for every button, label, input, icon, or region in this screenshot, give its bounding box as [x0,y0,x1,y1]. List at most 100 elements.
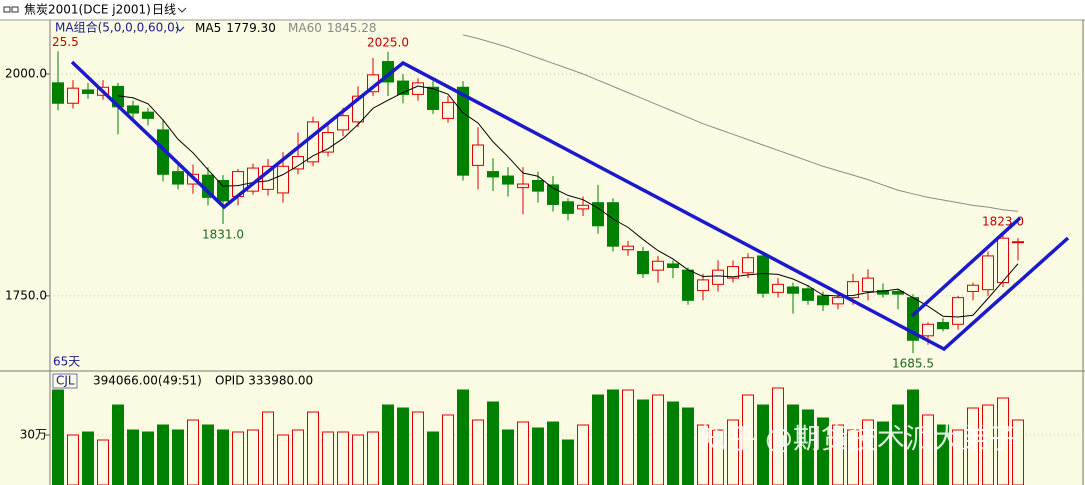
candle-body [607,202,619,247]
volume-bar [277,434,289,485]
legend-reading: 1779.30 [226,21,276,35]
candle-body [517,183,529,189]
volume-bar [82,431,94,485]
toolbar [0,0,1085,20]
candle-body [592,202,604,227]
indicator-dropdown[interactable] [175,26,185,32]
volume-bar [202,424,214,485]
candle-body [847,281,859,299]
volume-bar [952,429,964,485]
volume-bar [487,401,499,485]
volume-reading: OPID 333980.00 [215,374,313,388]
volume-bar [607,389,619,485]
volume-bar [937,424,949,485]
candle-body [757,255,769,294]
candle-body [472,144,484,166]
volume-bar [562,439,574,485]
candle-body [667,263,679,268]
candle-body [742,257,754,274]
candle-body [937,322,949,330]
volume-bar [367,431,379,485]
volume-bar [502,429,514,485]
volume-bar [772,387,784,485]
legend-name: MA5 [195,21,221,35]
legend-entry: MA5 1779.30 [195,21,276,35]
volume-bar [382,404,394,485]
candle-body [577,204,589,210]
volume-bar [307,411,319,485]
volume-title-box[interactable] [52,373,78,389]
candle-body [712,269,724,285]
volume-bar [817,417,829,485]
ma-line [117,85,1019,318]
candle-body [487,171,499,178]
volume-bar [682,407,694,485]
volume-bar [352,434,364,485]
volume-bar [292,429,304,485]
volume-bar [67,434,79,485]
candle-body [982,255,994,291]
volume-bar [412,411,424,485]
period-dropdown[interactable] [177,7,187,13]
candle-body [1012,241,1024,244]
volume-bar [232,431,244,485]
volume-bar [337,431,349,485]
candle-body [787,286,799,294]
candle-body [967,284,979,292]
volume-bar [127,429,139,485]
volume-bar [592,394,604,485]
volume-bar [97,439,109,485]
y-tick-label: 30万 [20,428,47,442]
volume-bar [187,419,199,485]
symbol[interactable]: 焦炭2001(DCE j2001) [24,3,151,17]
y-tick-label: 2000.0 [5,66,47,80]
volume-bar [442,414,454,485]
volume-title[interactable]: CJL [56,374,75,388]
period[interactable]: 日线 [152,3,176,17]
candle-body [877,290,889,295]
volume-bar [862,419,874,485]
extreme-label: 1831.0 [202,227,244,241]
volume-bar [157,424,169,485]
trend-line [910,216,1022,318]
candle-body [862,277,874,292]
volume-bar [322,431,334,485]
volume-bar [637,399,649,485]
volume-bar [247,429,259,485]
candle-body [772,283,784,293]
volume-bar [217,429,229,485]
candle-body [82,89,94,94]
toolbar-icon [3,6,19,13]
candle-body [457,86,469,176]
volume-bar [397,407,409,485]
y-tick-label: 1750.0 [5,288,47,302]
volume-bar [787,404,799,485]
volume-bar [907,389,919,485]
extreme-label: 25.5 [52,35,79,49]
volume-bar [982,404,994,485]
candle-body [682,269,694,301]
indicator-title[interactable]: MA组合(5,0,0,0,60,0) [55,20,179,35]
volume-bar [262,411,274,485]
volume-bar [652,394,664,485]
candle-body [172,171,184,185]
volume-bar [52,389,64,485]
volume-bar [847,429,859,485]
volume-bar [802,409,814,485]
candle-body [997,237,1009,284]
volume-bar [667,401,679,485]
volume-bar [892,404,904,485]
period-label: 65天 [53,355,80,369]
legend-reading: 1845.28 [327,21,377,35]
volume-bar [622,389,634,485]
candle-body [277,165,289,194]
volume-bar [532,427,544,485]
volume-bar [967,407,979,485]
candle-body [322,132,334,153]
volume-bar [697,424,709,485]
volume-bar [577,424,589,485]
volume-bar [1012,419,1024,485]
candle-body [142,111,154,119]
candle-body [292,156,304,170]
